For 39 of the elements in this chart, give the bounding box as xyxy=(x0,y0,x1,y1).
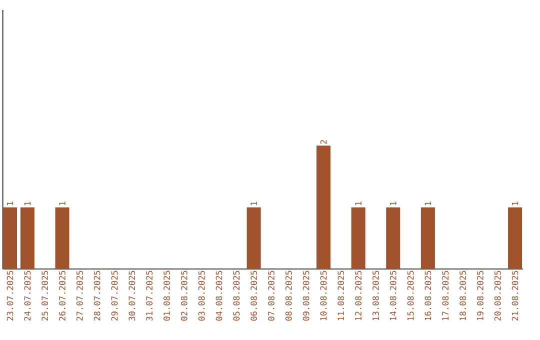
x-tick-label: 07.08.2025 xyxy=(268,270,274,321)
x-tick-label: 03.08.2025 xyxy=(198,270,205,321)
x-tick-label: 12.08.2025 xyxy=(355,270,362,320)
x-tick-label: 11.08.2025 xyxy=(338,270,344,320)
x-tick-label: 13.08.2025 xyxy=(372,270,379,320)
x-tick-label: 24.07.2025 xyxy=(24,270,31,321)
x-tick-label: 10.08.2025 xyxy=(320,270,327,320)
x-tick-label: 05.08.2025 xyxy=(233,270,240,321)
x-tick-label: 01.08.2025 xyxy=(164,270,170,321)
data-label: 1 xyxy=(512,202,518,206)
data-label: 1 xyxy=(355,202,362,206)
x-tick-label: 18.08.2025 xyxy=(460,270,466,320)
x-tick-label: 21.08.2025 xyxy=(512,270,518,321)
x-tick-label: 31.07.2025 xyxy=(146,270,153,321)
data-label: 2 xyxy=(320,140,327,144)
x-tick-label: 25.07.2025 xyxy=(42,270,48,321)
x-tick-label: 16.08.2025 xyxy=(424,270,432,320)
x-tick-label: 26.07.2025 xyxy=(59,270,66,321)
data-label: 1 xyxy=(59,202,66,206)
data-label: 1 xyxy=(390,202,396,206)
x-tick-label: 14.08.2025 xyxy=(390,270,396,320)
x-tick-label: 02.08.2025 xyxy=(180,270,188,321)
data-label: 1 xyxy=(424,202,432,206)
x-tick-label: 06.08.2025 xyxy=(250,270,258,321)
x-tick-label: 19.08.2025 xyxy=(477,270,484,320)
x-tick-label: 28.07.2025 xyxy=(94,270,100,321)
x-tick-label: 15.08.2025 xyxy=(407,270,414,320)
x-tick-label: 09.08.2025 xyxy=(302,270,310,321)
x-tick-label: 08.08.2025 xyxy=(285,270,292,321)
x-tick-label: 29.07.2025 xyxy=(111,270,118,321)
x-tick-label: 30.07.2025 xyxy=(128,270,136,321)
data-label: 1 xyxy=(24,202,30,206)
x-tick-label: 23.07.2025 xyxy=(6,270,14,321)
x-tick-label: 17.08.2025 xyxy=(442,270,449,320)
x-tick-label: 20.08.2025 xyxy=(494,270,501,321)
data-label: 1 xyxy=(6,202,14,206)
x-tick-label: 04.08.2025 xyxy=(216,270,222,321)
data-label: 1 xyxy=(250,202,257,206)
x-tick-label: 27.07.2025 xyxy=(76,270,83,321)
